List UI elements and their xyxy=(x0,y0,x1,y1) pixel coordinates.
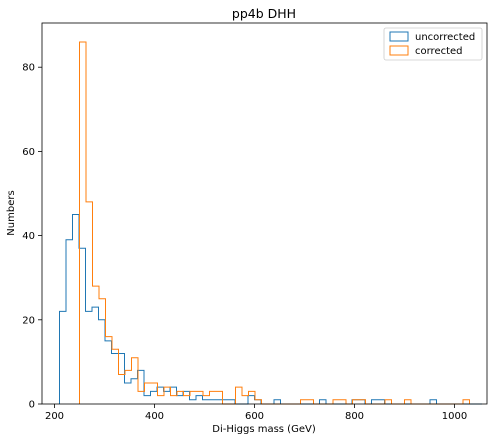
histogram-series-uncorrected xyxy=(59,214,482,405)
y-tick-label: 80 xyxy=(22,63,35,74)
y-tick-label: 20 xyxy=(22,315,35,326)
y-axis-label: Numbers xyxy=(6,190,17,235)
histogram-series-corrected xyxy=(79,41,470,405)
legend-swatch-uncorrected xyxy=(389,31,409,42)
legend-swatch-corrected xyxy=(389,45,409,56)
legend-label-uncorrected: uncorrected xyxy=(415,32,475,43)
x-tick-label: 200 xyxy=(45,411,64,422)
x-tick-label: 1000 xyxy=(442,411,467,422)
x-tick-label: 400 xyxy=(145,411,164,422)
legend-label-corrected: corrected xyxy=(415,46,463,57)
plot-frame xyxy=(41,22,488,405)
y-tick-label: 40 xyxy=(22,231,35,242)
legend: uncorrected corrected xyxy=(383,27,483,61)
x-tick-label: 800 xyxy=(345,411,364,422)
series-layer xyxy=(59,41,482,405)
x-tick-label: 600 xyxy=(245,411,264,422)
x-axis-label: Di-Higgs mass (GeV) xyxy=(212,424,316,435)
y-tick-label: 0 xyxy=(29,400,35,411)
chart-title: pp4b DHH xyxy=(232,6,296,21)
axes-layer: 200 400 600 800 1000 0 20 40 60 80 xyxy=(22,63,467,422)
y-tick-label: 60 xyxy=(22,147,35,158)
